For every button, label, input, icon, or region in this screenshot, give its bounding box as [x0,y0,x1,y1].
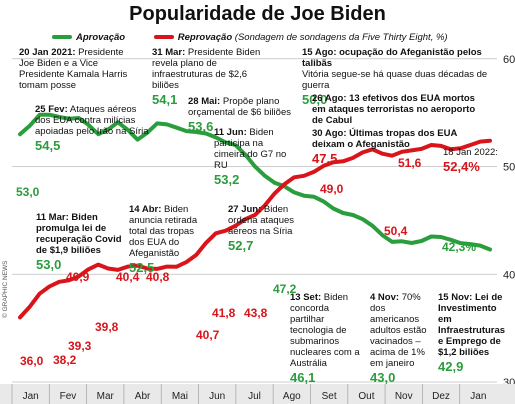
legend-approval: Aprovação [52,32,125,43]
label-red-40-8: 40,8 [146,270,170,284]
label-red-50-4: 50,4 [384,224,408,238]
copyright: © GRAPHIC NEWS [2,260,9,318]
label-red-39-8: 39,8 [95,320,119,334]
label-green-start: 53,0 [16,185,40,199]
annotation-syria-strikes: 25 Fev: Ataques aéreos dos EUA contra mi… [35,104,149,153]
y-tick-label: 60 [503,54,515,66]
annotation-g7-summit: 11 Jun: Biden participa na cimeira do G7… [214,127,287,187]
x-tick-label: Abr [135,391,151,402]
label-red-51-6: 51,6 [398,156,422,170]
label-red-39-3: 39,3 [68,339,92,353]
label-red-49: 49,0 [320,182,344,196]
legend-source: (Sondagem de sondagens da Five Thirty Ei… [234,32,448,43]
legend-disapproval-swatch [153,35,174,40]
y-tick-label: 50 [503,162,515,174]
y-tick-label: 40 [503,269,515,281]
label-red-40-7: 40,7 [196,328,220,342]
x-tick-label: Mar [97,391,115,402]
x-tick-label: Set [322,391,337,402]
x-tick-label: Dez [432,391,450,402]
annotation-budget-plan: 28 Mai: Propõe plano orçamental de $6 bi… [188,96,291,134]
annotation-kabul-attack: 26 Ago: 13 efetivos dos EUA mortos em at… [312,93,476,126]
annotation-troop-withdrawal: 14 Abr: Biden anuncia retirada total das… [129,204,198,275]
legend-approval-swatch [52,35,72,40]
label-red-47-2: 47,2 [273,282,297,296]
legend: Aprovação Reprovação (Sondagem de sondag… [52,32,474,43]
legend-disapproval: Reprovação (Sondagem de sondagens da Fiv… [153,32,448,43]
label-red-40-9: 40,9 [66,270,90,284]
annotation-taliban-takeover: 15 Ago: ocupação do Afeganistão pelos ta… [302,47,488,107]
x-tick-label: Jan [23,391,39,402]
label-red-41-8: 41,8 [212,306,236,320]
x-tick-label: Fev [60,391,77,402]
x-tick-label: Out [358,391,374,402]
annotation-inauguration: 20 Jan 2021: Presidente Joe Biden e a Vi… [19,47,128,91]
x-tick-label: Nov [395,391,413,402]
label-red-38-2: 38,2 [53,353,77,367]
x-tick-label: Mai [172,391,188,402]
x-axis-band [0,384,515,404]
annotation-withdrawal: 30 Ago: Últimas tropas dos EUA deixam o … [312,128,457,166]
annotation-covid-relief: 11 Mar: Biden promulga lei de recuperaçã… [36,212,122,272]
annotation-infrastructure-law: 15 Nov: Lei de Investimento em Infraestr… [438,292,506,374]
label-red-36: 36,0 [20,354,44,368]
annotation-infrastructure-plan: 31 Mar: Presidente Biden revela plano de… [152,47,261,107]
x-tick-label: Jul [248,391,261,402]
annotation-latest: 18 Jan 2022: 52,4% [443,147,498,174]
x-tick-label: Jun [209,391,225,402]
x-tick-label: Ago [283,391,301,402]
series-line-approval [18,112,492,252]
label-green-end: 42,3% [442,240,477,254]
annotation-syria-airstrikes: 27 Jun: Biden ordena ataques aéreos na S… [228,204,295,253]
annotation-submarine-deal: 13 Set: Biden concorda partilhar tecnolo… [290,292,360,385]
annotation-vaccination: 4 Nov: 70% dos americanos adultos estão … [370,292,427,385]
chart-title: Popularidade de Joe Biden [129,3,386,25]
x-tick-label: Jan [470,391,486,402]
label-red-43-8: 43,8 [244,306,268,320]
label-red-40-4: 40,4 [116,270,140,284]
